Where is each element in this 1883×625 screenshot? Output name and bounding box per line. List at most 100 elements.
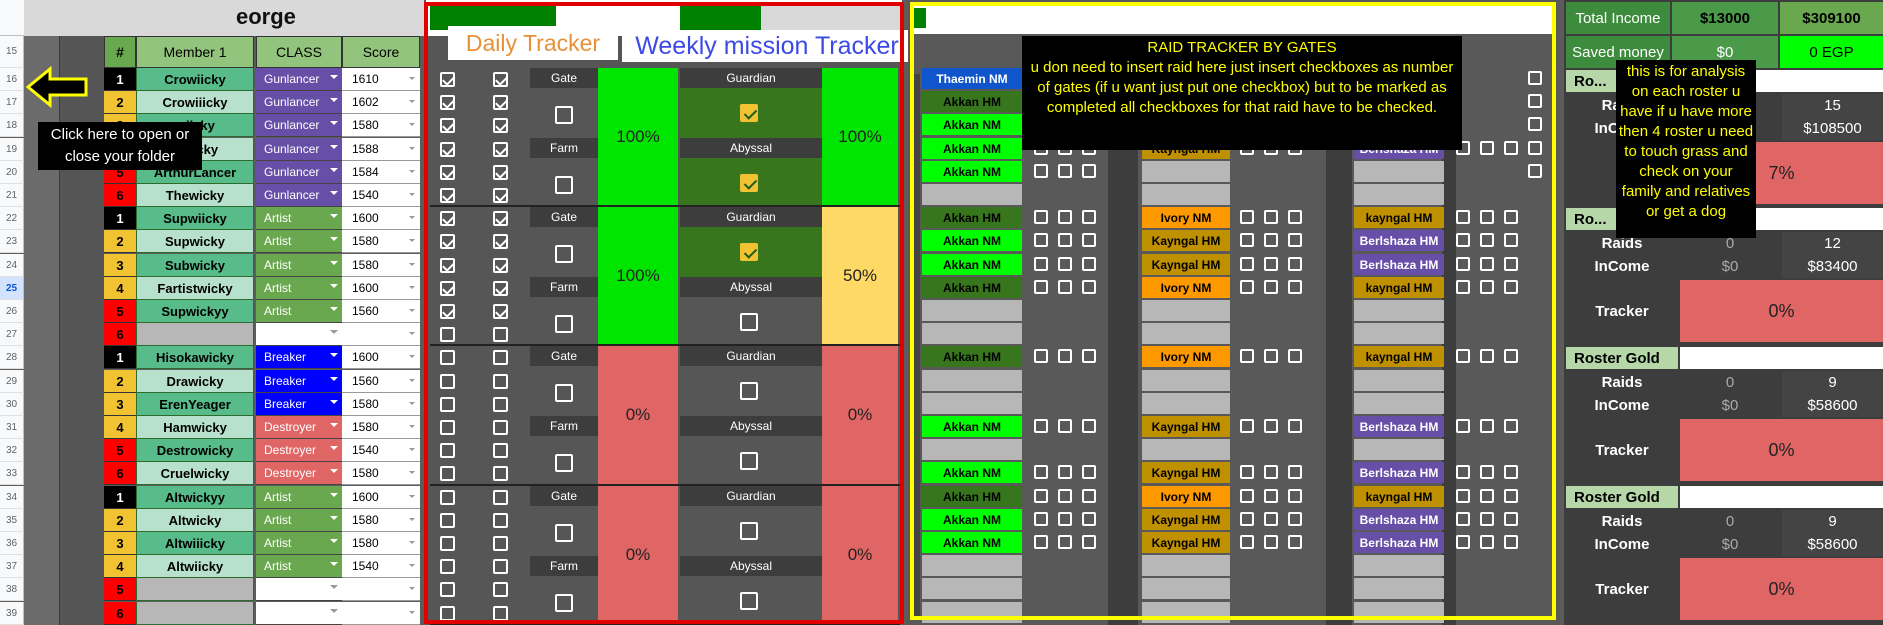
member-name[interactable]: Hamwicky — [136, 416, 254, 439]
daily-checkbox[interactable] — [440, 118, 455, 133]
daily-checkbox[interactable] — [493, 211, 508, 226]
raid-gate-checkbox[interactable] — [1480, 535, 1494, 549]
raid-gate-checkbox[interactable] — [1528, 164, 1542, 178]
member-score-select[interactable]: 1600 — [342, 207, 420, 230]
daily-checkbox[interactable] — [493, 304, 508, 319]
member-score-select[interactable]: 1600 — [342, 486, 420, 509]
raid-gate-checkbox[interactable] — [1480, 233, 1494, 247]
member-class-select[interactable]: Artist — [256, 254, 342, 277]
raid-gate-checkbox[interactable] — [1082, 349, 1096, 363]
daily-checkbox[interactable] — [440, 234, 455, 249]
member-name[interactable]: Altwiiicky — [136, 532, 254, 555]
member-class-select[interactable]: Gunlancer — [256, 161, 342, 184]
raid-name[interactable] — [1354, 161, 1444, 182]
member-class-select[interactable]: Artist — [256, 509, 342, 532]
raid-gate-checkbox[interactable] — [1240, 535, 1254, 549]
raid-gate-checkbox[interactable] — [1528, 141, 1542, 155]
raid-name[interactable]: Akkan NM — [922, 138, 1022, 159]
raid-gate-checkbox[interactable] — [1034, 280, 1048, 294]
daily-checkbox[interactable] — [440, 466, 455, 481]
member-name[interactable]: Destrowicky — [136, 439, 254, 462]
raid-gate-checkbox[interactable] — [1528, 71, 1542, 85]
member-class-select[interactable]: Artist — [256, 486, 342, 509]
raid-name[interactable] — [922, 300, 1022, 321]
raid-gate-checkbox[interactable] — [1082, 257, 1096, 271]
raid-gate-checkbox[interactable] — [1288, 512, 1302, 526]
raid-name[interactable] — [922, 439, 1022, 460]
member-class-select[interactable]: Gunlancer — [256, 91, 342, 114]
row-header[interactable]: 31 — [0, 416, 24, 439]
raid-gate-checkbox[interactable] — [1504, 233, 1518, 247]
raid-gate-checkbox[interactable] — [1034, 257, 1048, 271]
raid-gate-checkbox[interactable] — [1504, 210, 1518, 224]
raid-gate-checkbox[interactable] — [1082, 419, 1096, 433]
daily-checkbox[interactable] — [493, 443, 508, 458]
raid-gate-checkbox[interactable] — [1058, 489, 1072, 503]
raid-gate-checkbox[interactable] — [1480, 280, 1494, 294]
member-score-select[interactable]: 1580 — [342, 114, 420, 137]
raid-gate-checkbox[interactable] — [1504, 512, 1518, 526]
member-class-select[interactable]: Artist — [256, 230, 342, 253]
raid-name[interactable]: Akkan NM — [922, 416, 1022, 437]
member-class-select[interactable] — [256, 323, 342, 346]
member-name[interactable]: ErenYeager — [136, 393, 254, 416]
member-name[interactable] — [136, 602, 254, 625]
daily-checkbox[interactable] — [493, 582, 508, 597]
raid-name[interactable] — [1142, 555, 1230, 576]
row-header[interactable]: 30 — [0, 393, 24, 416]
raid-gate-checkbox[interactable] — [1034, 512, 1048, 526]
abyssal-checkbox[interactable] — [740, 313, 758, 331]
row-header[interactable]: 21 — [0, 184, 24, 207]
row-header[interactable]: 39 — [0, 602, 24, 625]
daily-checkbox[interactable] — [440, 490, 455, 505]
raid-gate-checkbox[interactable] — [1288, 280, 1302, 294]
raid-gate-checkbox[interactable] — [1456, 257, 1470, 271]
member-score-select[interactable]: 1540 — [342, 555, 420, 578]
raid-gate-checkbox[interactable] — [1264, 512, 1278, 526]
daily-checkbox[interactable] — [440, 211, 455, 226]
row-header[interactable]: 28 — [0, 346, 24, 369]
member-name[interactable]: Fartistwicky — [136, 277, 254, 300]
raid-gate-checkbox[interactable] — [1288, 465, 1302, 479]
raid-name[interactable] — [1354, 555, 1444, 576]
gate-checkbox[interactable] — [555, 106, 573, 124]
raid-gate-checkbox[interactable] — [1504, 141, 1518, 155]
daily-checkbox[interactable] — [493, 118, 508, 133]
farm-checkbox[interactable] — [555, 315, 573, 333]
raid-name[interactable]: Berlshaza HM — [1354, 254, 1444, 275]
member-class-select[interactable]: Gunlancer — [256, 114, 342, 137]
member-class-select[interactable]: Gunlancer — [256, 138, 342, 161]
daily-checkbox[interactable] — [440, 536, 455, 551]
daily-checkbox[interactable] — [493, 536, 508, 551]
farm-checkbox[interactable] — [555, 594, 573, 612]
raid-gate-checkbox[interactable] — [1034, 210, 1048, 224]
raid-gate-checkbox[interactable] — [1264, 489, 1278, 503]
raid-gate-checkbox[interactable] — [1456, 349, 1470, 363]
member-score-select[interactable]: 1584 — [342, 161, 420, 184]
raid-gate-checkbox[interactable] — [1456, 210, 1470, 224]
raid-name[interactable]: Akkan NM — [922, 161, 1022, 182]
raid-gate-checkbox[interactable] — [1082, 164, 1096, 178]
raid-gate-checkbox[interactable] — [1456, 489, 1470, 503]
raid-gate-checkbox[interactable] — [1082, 233, 1096, 247]
raid-name[interactable]: Kayngal HM — [1142, 509, 1230, 530]
gate-checkbox[interactable] — [555, 524, 573, 542]
row-header[interactable]: 34 — [0, 486, 24, 509]
raid-name[interactable] — [922, 370, 1022, 391]
raid-gate-checkbox[interactable] — [1058, 210, 1072, 224]
raid-gate-checkbox[interactable] — [1480, 349, 1494, 363]
raid-gate-checkbox[interactable] — [1288, 257, 1302, 271]
raid-gate-checkbox[interactable] — [1034, 489, 1048, 503]
raid-gate-checkbox[interactable] — [1058, 349, 1072, 363]
raid-name[interactable] — [1142, 323, 1230, 344]
row-header[interactable]: 38 — [0, 578, 24, 601]
member-class-select[interactable]: Gunlancer — [256, 184, 342, 207]
row-header[interactable]: 27 — [0, 323, 24, 346]
member-name[interactable]: Subwicky — [136, 254, 254, 277]
raid-name[interactable]: Thaemin NM — [922, 68, 1022, 89]
raid-name[interactable] — [1354, 439, 1444, 460]
raid-gate-checkbox[interactable] — [1058, 419, 1072, 433]
raid-gate-checkbox[interactable] — [1264, 419, 1278, 433]
raid-name[interactable]: Akkan NM — [922, 114, 1022, 135]
raid-gate-checkbox[interactable] — [1264, 210, 1278, 224]
